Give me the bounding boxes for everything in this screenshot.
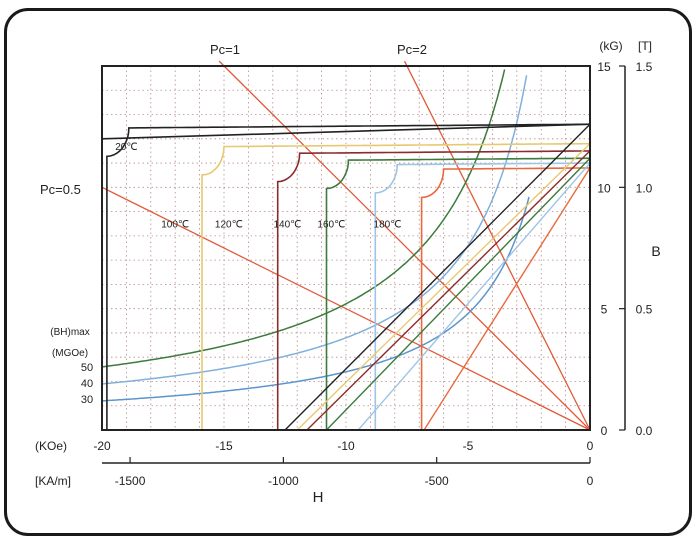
chart-frame bbox=[4, 8, 692, 536]
x-tick-label-koe: -10 bbox=[337, 439, 355, 453]
pc-label: Pc=0.5 bbox=[40, 182, 81, 197]
y-axis-label: B bbox=[651, 243, 660, 259]
bhmax-curve bbox=[101, 196, 530, 402]
pc-label: Pc=2 bbox=[397, 42, 427, 57]
intrinsic-curve bbox=[374, 162, 590, 430]
grade-temp-label: 140℃ bbox=[273, 220, 301, 231]
x-tick-label-kam: -1500 bbox=[115, 474, 146, 488]
x-tick-label-koe: -5 bbox=[463, 439, 474, 453]
normal-bh-curve bbox=[284, 123, 591, 431]
x-tick-label-kam: 0 bbox=[587, 474, 594, 488]
normal-bh-curve bbox=[357, 162, 591, 431]
x-tick-label-kam: -500 bbox=[425, 474, 449, 488]
intrinsic-curve bbox=[325, 157, 591, 430]
grade-temp-label: 120℃ bbox=[215, 220, 243, 231]
grade-temp-label: 160℃ bbox=[317, 220, 345, 231]
grade-temp-label: 20℃ bbox=[115, 142, 137, 153]
bhmax-curve bbox=[101, 69, 506, 368]
x-axis-unit-kam: [KA/m] bbox=[35, 474, 71, 488]
intrinsic-curve bbox=[201, 142, 590, 430]
intrinsic-curve bbox=[420, 167, 591, 430]
y-tick-label-kg: 5 bbox=[601, 303, 608, 317]
normal-bh-curve bbox=[296, 143, 591, 431]
y-axis-unit-kg: (kG) bbox=[599, 39, 622, 53]
pc-load-line bbox=[218, 60, 591, 431]
y-axis-unit-tesla: [T] bbox=[638, 39, 652, 53]
bhmax-curve bbox=[101, 75, 528, 385]
bhmax-value-label: 50 bbox=[81, 362, 93, 374]
bhmax-value-label: 40 bbox=[81, 378, 93, 390]
x-tick-label-koe: -15 bbox=[215, 439, 233, 453]
intrinsic-curve bbox=[106, 123, 591, 430]
normal-bh-curve bbox=[325, 157, 591, 431]
intrinsic-curve bbox=[276, 150, 591, 430]
grade-temp-label: 100℃ bbox=[161, 220, 189, 231]
x-tick-label-koe: -20 bbox=[93, 439, 111, 453]
x-tick-label-koe: 0 bbox=[587, 439, 594, 453]
y-tick-label-tesla: 0.5 bbox=[636, 303, 653, 317]
x-axis-unit-koe: (KOe) bbox=[35, 439, 67, 453]
bh-curve-20c bbox=[101, 123, 591, 140]
y-tick-label-tesla: 0.0 bbox=[636, 424, 653, 438]
bhmax-unit-label: (MGOe) bbox=[52, 348, 88, 359]
grade-temp-label: 180℃ bbox=[374, 220, 402, 231]
bhmax-label: (BH)max bbox=[50, 327, 89, 338]
plot-area-border bbox=[101, 65, 591, 431]
pc-load-line bbox=[101, 186, 591, 431]
x-tick-label-kam: -1000 bbox=[268, 474, 299, 488]
bhmax-value-label: 30 bbox=[81, 394, 93, 406]
y-tick-label-tesla: 1.0 bbox=[636, 181, 653, 195]
x-axis-label: H bbox=[313, 489, 324, 506]
pc-load-line bbox=[403, 60, 591, 431]
normal-bh-curve bbox=[423, 167, 591, 431]
pc-label: Pc=1 bbox=[210, 42, 240, 57]
y-tick-label-kg: 0 bbox=[601, 424, 608, 438]
normal-bh-curve bbox=[306, 150, 591, 431]
y-tick-label-tesla: 1.5 bbox=[636, 60, 653, 74]
y-tick-label-kg: 10 bbox=[597, 181, 611, 195]
y-tick-label-kg: 15 bbox=[597, 60, 611, 74]
